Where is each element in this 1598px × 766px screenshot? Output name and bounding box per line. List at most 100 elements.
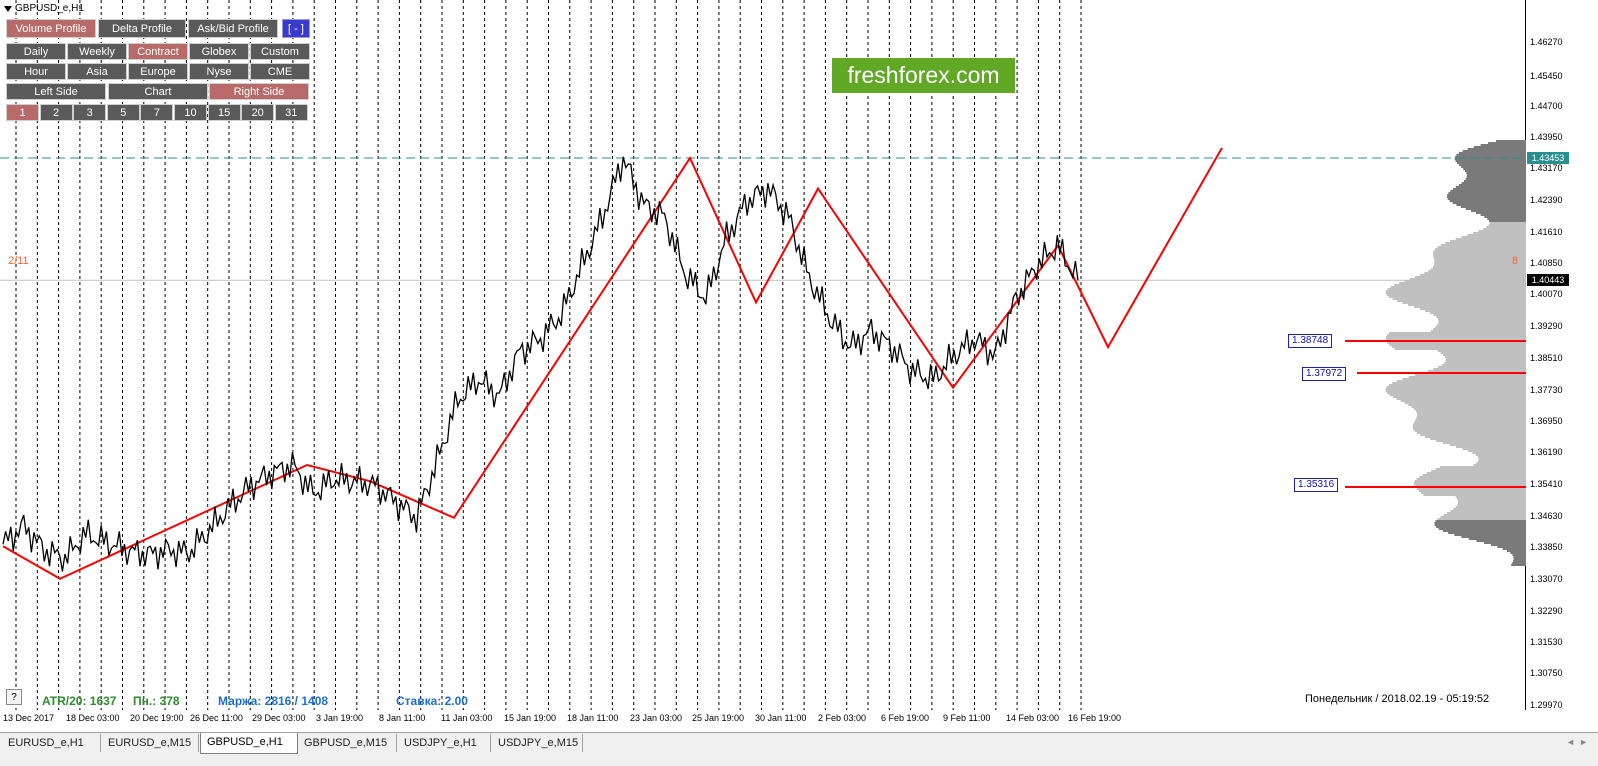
clock-readout: Понедельник / 2018.02.19 - 05:19:52: [1305, 693, 1490, 705]
range-button-31[interactable]: 31: [274, 104, 308, 121]
price-axis: 1.46270 1.45450 1.44700 1.43950 1.43170 1.423…: [1526, 0, 1598, 710]
volume-profile-bar: [1437, 246, 1526, 248]
chart-title: GBPUSD_e,H1: [4, 3, 84, 14]
session-button-hour[interactable]: Hour: [6, 63, 66, 80]
volume-profile-bar: [1447, 198, 1526, 200]
range-button-3[interactable]: 3: [73, 104, 107, 121]
period-button-weekly[interactable]: Weekly: [67, 43, 127, 60]
volume-profile-bar: [1387, 288, 1526, 290]
range-button-15[interactable]: 15: [207, 104, 241, 121]
chart-tab[interactable]: USDJPY_e,M15: [492, 734, 583, 752]
time-axis-label: 6 Feb 19:00: [881, 713, 930, 723]
volume-profile-bar: [1507, 550, 1526, 552]
side-button-chart[interactable]: Chart: [108, 83, 208, 100]
period-button-daily[interactable]: Daily: [6, 43, 66, 60]
volume-profile-bar: [1387, 392, 1526, 394]
price-chart: [0, 0, 1526, 710]
time-axis-label: 16 Feb 19:00: [1068, 713, 1122, 723]
session-button-asia[interactable]: Asia: [67, 63, 127, 80]
volume-profile-bar: [1497, 546, 1526, 548]
range-button-10[interactable]: 10: [174, 104, 207, 121]
volume-profile-bar: [1399, 282, 1526, 284]
volume-profile-bar: [1466, 174, 1526, 176]
volume-profile-bar: [1390, 286, 1526, 288]
volume-profile-bar: [1513, 556, 1526, 558]
volume-profile-bar: [1404, 280, 1526, 282]
time-axis-label: 18 Dec 03:00: [66, 713, 120, 723]
price-axis-label: 1.41610: [1530, 226, 1563, 237]
chart-tab[interactable]: USDJPY_e,H1: [398, 734, 491, 752]
range-button-7[interactable]: 7: [140, 104, 174, 121]
volume-profile-bar: [1388, 384, 1526, 386]
volume-profile-bar: [1472, 452, 1526, 454]
volume-profile-bar: [1388, 332, 1526, 334]
volume-profile-bar: [1416, 478, 1526, 480]
volume-profile-bar: [1421, 492, 1526, 494]
period-button-contract[interactable]: Contract: [128, 43, 188, 60]
volume-profile-bar: [1456, 204, 1526, 206]
volume-profile-bar: [1386, 336, 1526, 338]
chart-area[interactable]: GBPUSD_e,H1 Volume Profile Delta Profile A…: [0, 0, 1526, 710]
volume-profile-button[interactable]: Volume Profile: [6, 19, 96, 38]
volume-profile-bar: [1420, 274, 1526, 276]
chart-tab[interactable]: EURUSD_e,M15: [102, 734, 199, 752]
range-button-1[interactable]: 1: [6, 104, 39, 121]
volume-profile-bar: [1476, 540, 1526, 542]
collapse-panel-button[interactable]: [ - ]: [282, 19, 310, 38]
volume-profile-bar: [1455, 186, 1526, 188]
volume-profile-bar: [1424, 436, 1526, 438]
volume-profile-bar: [1478, 460, 1526, 462]
volume-profile-bar: [1415, 276, 1526, 278]
volume-profile-bar: [1458, 184, 1526, 186]
volume-profile-bar: [1473, 232, 1526, 234]
chart-tab[interactable]: EURUSD_e,H1: [2, 734, 101, 752]
volume-profile-bar: [1435, 520, 1526, 522]
volume-profile-bar: [1452, 202, 1526, 204]
tab-scroll-arrows-icon[interactable]: ◄►: [1566, 737, 1592, 747]
volume-profile-bar: [1447, 194, 1526, 196]
volume-profile-bar: [1437, 350, 1526, 352]
volume-profile-bar: [1466, 172, 1526, 174]
price-line: [2, 156, 1079, 572]
side-button-right-side[interactable]: Right Side: [209, 83, 309, 100]
period-button-globex[interactable]: Globex: [189, 43, 249, 60]
session-button-nyse[interactable]: Nyse: [189, 63, 249, 80]
volume-profile-bar: [1473, 464, 1526, 466]
range-button-5[interactable]: 5: [106, 104, 140, 121]
volume-profile-bar: [1444, 356, 1526, 358]
session-button-europe[interactable]: Europe: [128, 63, 188, 80]
volume-profile-bar: [1489, 220, 1526, 222]
chart-tab[interactable]: GBPUSD_e,M15: [298, 734, 397, 752]
side-button-left-side[interactable]: Left Side: [6, 83, 106, 100]
volume-profile-bar: [1394, 284, 1526, 286]
volume-profile-bar: [1433, 368, 1526, 370]
volume-profile-bar: [1433, 250, 1526, 252]
volume-profile-bar: [1434, 262, 1526, 264]
volume-profile-bar: [1482, 228, 1526, 230]
delta-profile-button[interactable]: Delta Profile: [98, 19, 186, 38]
ask-bid-profile-button[interactable]: Ask/Bid Profile: [188, 19, 278, 38]
chart-menu-triangle-icon[interactable]: [4, 5, 12, 12]
price-axis-label: 1.32290: [1530, 605, 1563, 616]
range-button-2[interactable]: 2: [39, 104, 73, 121]
volume-profile-bar: [1483, 542, 1526, 544]
volume-profile-bar: [1457, 162, 1526, 164]
session-button-cme[interactable]: CME: [250, 63, 310, 80]
chart-tab[interactable]: GBPUSD_e,H1: [200, 733, 298, 754]
volume-profile-bar: [1461, 166, 1526, 168]
brand-logo: freshforex.com: [832, 58, 1015, 93]
period-button-custom[interactable]: Custom: [250, 43, 310, 60]
time-axis-label: 18 Jan 11:00: [567, 713, 619, 723]
volume-profile-bar: [1489, 222, 1526, 224]
volume-profile-bar: [1484, 216, 1526, 218]
volume-profile-bar: [1455, 160, 1526, 162]
time-axis-label: 20 Dec 19:00: [130, 713, 184, 723]
volume-profile-bar: [1465, 170, 1526, 172]
volume-profile-bar: [1437, 324, 1526, 326]
time-axis-label: 8 Jan 11:00: [379, 713, 426, 723]
help-button[interactable]: ?: [6, 689, 22, 705]
volume-profile-bar: [1385, 388, 1526, 390]
price-axis-label: 1.31530: [1530, 636, 1563, 647]
price-axis-label: 1.33070: [1530, 573, 1563, 584]
range-button-20[interactable]: 20: [241, 104, 275, 121]
